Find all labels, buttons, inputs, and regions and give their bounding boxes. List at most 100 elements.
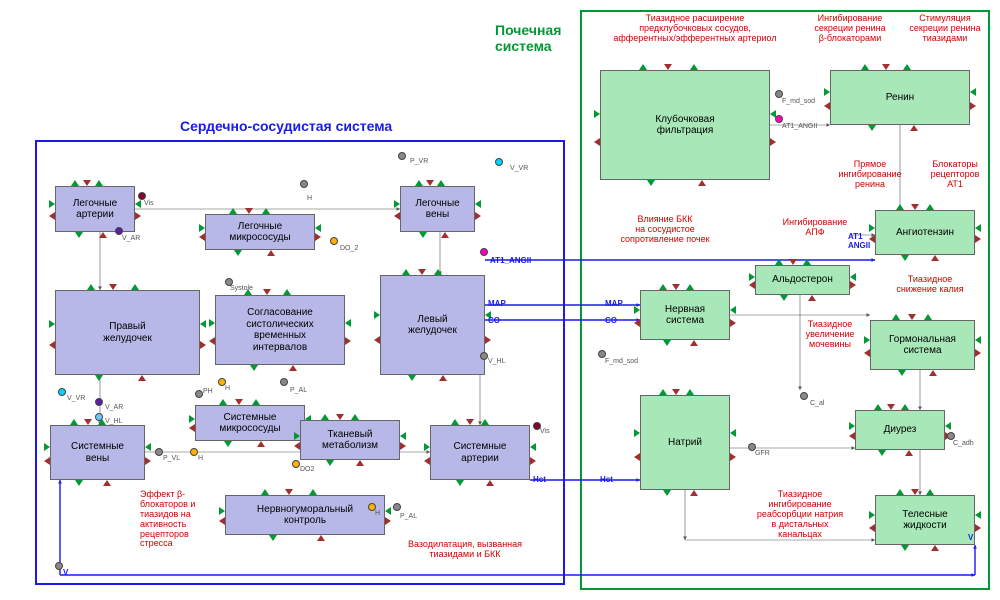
port-triangle	[770, 138, 776, 146]
port-triangle	[892, 314, 900, 320]
node-sys_micro: Системные микрососуды	[195, 405, 305, 441]
port-triangle	[71, 180, 79, 186]
var-label-23: C_al	[810, 400, 824, 407]
var-label-13: V_HL	[105, 418, 123, 425]
port-triangle	[475, 212, 481, 220]
port-dot-18	[368, 503, 376, 511]
port-triangle	[730, 306, 736, 314]
port-dot-11	[95, 413, 103, 421]
annotation-2: Стимуляция секреции ренина тиазидами	[900, 14, 990, 44]
annotation-4: Блокаторы рецепторов АТ1	[920, 160, 990, 190]
port-triangle	[374, 336, 380, 344]
port-triangle	[336, 414, 344, 420]
port-triangle	[975, 349, 981, 357]
var-label-7: H	[225, 385, 230, 392]
port-triangle	[594, 138, 600, 146]
port-triangle	[434, 269, 442, 275]
port-triangle	[869, 524, 875, 532]
port-triangle	[903, 64, 911, 70]
node-rv: Правый желудочек	[55, 290, 200, 375]
node-pul_art: Легочные артерии	[55, 186, 135, 232]
port-triangle	[686, 389, 694, 395]
port-triangle	[351, 414, 359, 420]
var-label-22: F_md_sod	[605, 358, 638, 365]
port-triangle	[975, 336, 981, 344]
var-label-8: P_AL	[290, 387, 307, 394]
port-triangle	[109, 284, 117, 290]
signal-at1-angii-5: AT1 ANGII	[848, 232, 870, 250]
var-label-2: Vis	[144, 200, 154, 207]
port-triangle	[634, 429, 640, 437]
var-label-0: V_VR	[510, 165, 528, 172]
port-triangle	[887, 404, 895, 410]
var-label-25: C_adh	[953, 440, 974, 447]
var-label-12: V_AR	[105, 404, 123, 411]
port-triangle	[868, 125, 876, 131]
port-triangle	[975, 235, 981, 243]
port-triangle	[49, 320, 55, 328]
port-triangle	[663, 340, 671, 346]
port-dot-2	[300, 180, 308, 188]
port-triangle	[639, 64, 647, 70]
port-dot-10	[95, 398, 103, 406]
signal-map-2: MAP	[605, 299, 623, 308]
port-triangle	[803, 259, 811, 265]
port-triangle	[659, 284, 667, 290]
port-triangle	[135, 200, 141, 208]
port-triangle	[95, 375, 103, 381]
port-triangle	[659, 389, 667, 395]
port-triangle	[874, 404, 882, 410]
port-triangle	[850, 281, 856, 289]
port-triangle	[234, 250, 242, 256]
port-triangle	[929, 370, 937, 376]
var-label-24: GFR	[755, 450, 770, 457]
port-triangle	[530, 457, 536, 465]
port-triangle	[849, 432, 855, 440]
port-triangle	[730, 319, 736, 327]
port-triangle	[975, 524, 981, 532]
port-triangle	[75, 232, 83, 238]
port-triangle	[49, 200, 55, 208]
annotation-8: Тиазидное увеличение мочевины	[790, 320, 870, 350]
port-triangle	[780, 295, 788, 301]
port-triangle	[408, 375, 416, 381]
port-triangle	[634, 319, 640, 327]
port-triangle	[730, 429, 736, 437]
port-triangle	[75, 480, 83, 486]
port-dot-9	[58, 388, 66, 396]
port-dot-21	[55, 562, 63, 570]
port-triangle	[426, 180, 434, 186]
signal-at1_angii-4: AT1_ANGII	[490, 256, 531, 265]
port-triangle	[95, 180, 103, 186]
port-triangle	[224, 441, 232, 447]
port-triangle	[931, 545, 939, 551]
port-triangle	[189, 415, 195, 423]
port-triangle	[789, 259, 797, 265]
port-triangle	[317, 535, 325, 541]
annotation-5: Влияние БКК на сосудистое сопротивление …	[605, 215, 725, 245]
port-triangle	[424, 443, 430, 451]
port-triangle	[861, 64, 869, 70]
signal-hct-7: Hct	[600, 475, 613, 484]
signal-hct-6: Hct	[533, 475, 546, 484]
signal-v-9: V	[968, 533, 973, 542]
port-triangle	[44, 457, 50, 465]
annotation-10: Эффект β- блокаторов и тиазидов на актив…	[140, 490, 220, 549]
port-triangle	[84, 419, 92, 425]
cardio-system-title: Сердечно-сосудистая система	[180, 118, 392, 134]
var-label-4: DO_2	[340, 245, 358, 252]
port-dot-27	[947, 432, 955, 440]
node-pul_micro: Легочные микрососуды	[205, 214, 315, 250]
port-triangle	[686, 284, 694, 290]
port-triangle	[864, 349, 870, 357]
node-diuresis: Диурез	[855, 410, 945, 450]
port-triangle	[235, 399, 243, 405]
port-triangle	[145, 443, 151, 451]
signal-co-3: CO	[605, 316, 617, 325]
port-triangle	[135, 212, 141, 220]
port-triangle	[634, 453, 640, 461]
port-triangle	[808, 295, 816, 301]
port-dot-20	[533, 422, 541, 430]
port-triangle	[931, 255, 939, 261]
port-triangle	[896, 204, 904, 210]
